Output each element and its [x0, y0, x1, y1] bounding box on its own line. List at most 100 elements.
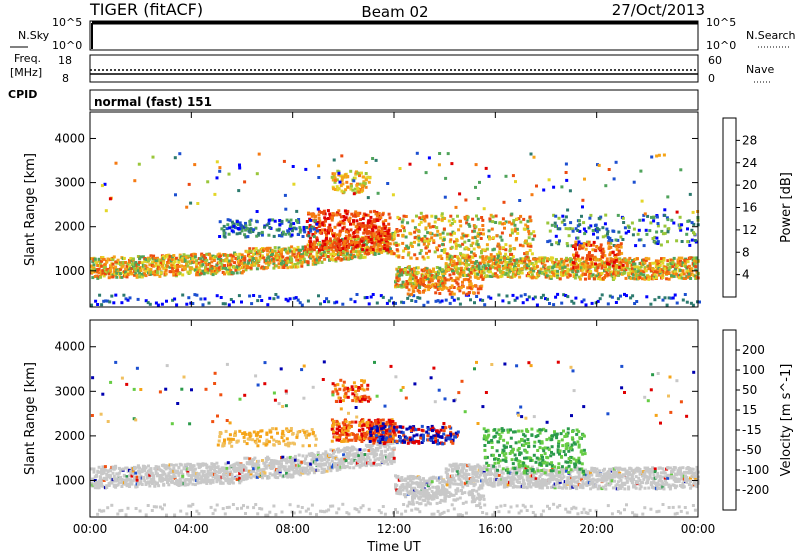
power-cell [400, 285, 404, 289]
power-cell [388, 242, 392, 246]
power-cell [91, 268, 95, 272]
power-cell [561, 269, 565, 273]
power-cell [295, 209, 299, 213]
power-cell [614, 238, 618, 242]
power-cell [363, 255, 367, 259]
power-cell [476, 243, 480, 247]
power-cell [441, 231, 445, 235]
power-cell [286, 256, 290, 260]
power-cell [371, 230, 375, 234]
power-cell [432, 240, 436, 244]
power-cell [200, 271, 204, 275]
power-cell [343, 218, 347, 222]
velocity-cell [187, 474, 191, 478]
velocity-cell [223, 466, 226, 470]
velocity-cell [236, 461, 240, 465]
velocity-cell [235, 478, 239, 481]
power-cell [171, 257, 175, 261]
power-cell [401, 256, 405, 259]
power-cell [410, 284, 414, 288]
power-cell [284, 207, 288, 211]
power-cell [230, 220, 234, 224]
power-cell [518, 243, 522, 247]
power-cell [572, 256, 576, 260]
power-cell [91, 276, 95, 280]
power-cell [561, 214, 565, 218]
power-cell [499, 255, 502, 259]
power-cell [647, 257, 651, 261]
velocity-cell [238, 481, 242, 485]
power-cell [632, 227, 636, 231]
power-cell [557, 260, 561, 264]
power-cell [455, 281, 459, 285]
power-cell [330, 218, 334, 222]
power-cell [652, 216, 656, 220]
power-cell [463, 267, 467, 271]
power-cell [655, 215, 659, 219]
power-cell [560, 301, 564, 305]
velocity-cell [291, 457, 295, 461]
power-cell [665, 303, 669, 307]
power-cell [549, 276, 553, 280]
power-cell [639, 269, 643, 273]
power-cell [616, 271, 620, 275]
velocity-cell [239, 463, 243, 467]
power-cell [221, 266, 225, 270]
velocity-cell [273, 461, 277, 465]
power-cell [410, 299, 414, 302]
power-cell [581, 262, 584, 266]
power-cell [297, 251, 301, 255]
power-cell [344, 254, 348, 258]
power-cell [312, 235, 316, 239]
power-cell [656, 222, 660, 225]
power-cell [573, 244, 577, 248]
power-cell [318, 224, 322, 228]
power-cell [401, 218, 405, 222]
velocity-cell [236, 466, 240, 470]
power-cell [239, 226, 243, 230]
velocity-cell [97, 486, 101, 490]
power-cell [278, 219, 282, 222]
power-cell [554, 295, 558, 299]
power-cell [319, 243, 323, 247]
power-cell [111, 262, 115, 266]
velocity-cell [267, 475, 271, 479]
power-cell [288, 227, 292, 231]
power-cell [472, 229, 476, 233]
power-cell [296, 261, 300, 265]
power-cell [126, 271, 130, 275]
velocity-cell [247, 473, 251, 477]
power-cell [404, 235, 408, 239]
power-cell [595, 269, 599, 273]
power-cell [360, 171, 363, 175]
power-cell [426, 239, 430, 243]
velocity-cell [192, 464, 196, 468]
power-cell [235, 271, 239, 275]
power-cell [439, 276, 443, 280]
power-cell [422, 217, 426, 221]
power-cell [478, 255, 482, 259]
power-cell [435, 246, 439, 250]
power-cell [98, 293, 102, 297]
power-cell [309, 218, 313, 222]
velocity-cell [107, 484, 111, 487]
power-cell [267, 255, 271, 259]
power-cell [663, 296, 667, 300]
velocity-cell [190, 468, 194, 472]
power-cell [648, 229, 652, 233]
power-cell [342, 221, 346, 225]
power-cell [395, 283, 399, 287]
power-cell [314, 214, 318, 218]
power-cell [671, 296, 675, 300]
power-cell [585, 257, 589, 261]
power-cell [312, 240, 316, 244]
power-cell [515, 227, 519, 231]
velocity-cell [234, 466, 238, 470]
power-cell [510, 228, 514, 232]
power-cell [501, 217, 505, 221]
power-cell [325, 297, 329, 301]
power-cell [395, 267, 399, 271]
power-cell [290, 260, 294, 264]
power-cell [667, 277, 671, 281]
power-cell [635, 300, 639, 303]
